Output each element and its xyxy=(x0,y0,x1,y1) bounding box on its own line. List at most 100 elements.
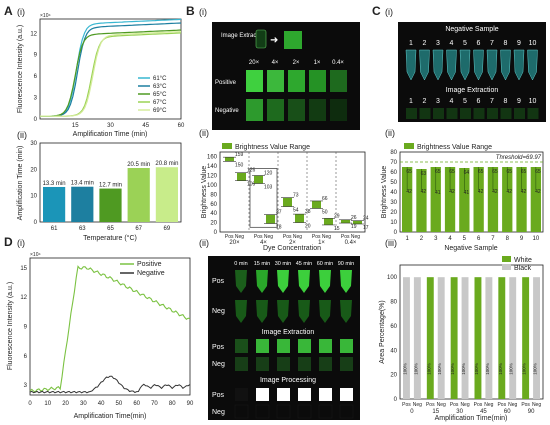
d-neg-tube xyxy=(277,300,289,323)
d-time-label: 15 min xyxy=(254,261,271,267)
c-tube xyxy=(432,49,444,81)
d-xtick: 80 xyxy=(169,401,176,407)
c-tube xyxy=(527,49,538,81)
d-stack-black xyxy=(413,277,421,399)
b-box-hi-label: 66 xyxy=(322,196,328,202)
d-stack-time: 60 xyxy=(504,409,511,415)
d-neg-tube xyxy=(235,300,247,323)
b-ytick: 80 xyxy=(210,192,217,198)
c-bar-hi-label: 65 xyxy=(521,169,527,175)
b-ytick: 120 xyxy=(207,174,218,180)
d-xtick: 60 xyxy=(133,401,140,407)
c-category: 1 xyxy=(405,236,409,242)
b-positive-label: Positive xyxy=(215,80,237,86)
a-bar-label: 12.7 min xyxy=(99,183,122,189)
d-stack-white xyxy=(522,277,530,399)
a-bar-category: 65 xyxy=(107,226,114,232)
a-bar xyxy=(99,188,122,222)
d-stack-white xyxy=(426,277,434,399)
b-negative-label: Negative xyxy=(215,108,239,114)
c-bar-lo-label: 42 xyxy=(421,189,427,195)
chart-d-exponent: ×10⁴ xyxy=(30,252,41,258)
c-category: 4 xyxy=(448,236,452,242)
a-curves-xtick: 45 xyxy=(142,123,149,129)
b-box xyxy=(266,214,275,224)
b-negative-cell xyxy=(288,99,305,121)
b-ytick: 40 xyxy=(210,211,217,217)
c-number-top: 3 xyxy=(436,40,440,47)
d-stack-posneg-label: Pos xyxy=(497,402,506,408)
d-pos-processed xyxy=(256,388,269,401)
a-curves-xtick: 30 xyxy=(107,123,114,129)
c-number-bottom: 10 xyxy=(529,98,537,105)
chart-a-bars-xlabel: Temperature (°C) xyxy=(83,234,137,242)
d-row-neg-label: Neg xyxy=(212,308,225,315)
a-curves-ytick: 9 xyxy=(34,53,38,59)
c-category: 5 xyxy=(463,236,467,242)
c-number-bottom: 8 xyxy=(504,98,508,105)
c-bar xyxy=(459,168,470,232)
d-pos-processed xyxy=(277,388,290,401)
b-dilution-label: 0.4× xyxy=(332,60,344,66)
b-extraction-patch xyxy=(284,31,302,49)
d-stack-legend-white-swatch xyxy=(502,256,511,262)
d-stack-pct-label: 100% xyxy=(485,363,490,375)
c-category: 3 xyxy=(434,236,438,242)
panel-d-images: Image Extraction Image Processing 0 min 1… xyxy=(208,256,360,420)
a-bar-label: 20.8 min xyxy=(155,161,178,167)
d-neg-extraction xyxy=(319,357,332,371)
b-box-lo-label: 17 xyxy=(363,225,369,231)
b-group-label: 1× xyxy=(318,240,325,246)
panel-b-images: Image Extraction ➜ Positive Negative 20×… xyxy=(212,22,360,130)
c-bar-hi-label: 65 xyxy=(492,169,498,175)
d-neg-processed xyxy=(339,404,354,419)
c-bar-hi-label: 63 xyxy=(421,171,427,177)
panel-label-d: D xyxy=(4,235,13,249)
b-group-label: 20× xyxy=(229,240,240,246)
chart-c-threshold-label: Threshold=69.97 xyxy=(496,155,542,161)
d-stack-posneg-label: Neg xyxy=(508,402,517,408)
d-stack-pct-label: 100% xyxy=(426,363,431,375)
d-ytick: 6 xyxy=(24,354,28,360)
chart-d-frame xyxy=(29,257,191,396)
b-box xyxy=(254,175,263,184)
d-xtick: 10 xyxy=(44,401,51,407)
d-xtick: 30 xyxy=(80,401,87,407)
a-legend-label: 61°C xyxy=(153,76,167,82)
b-positive-cell xyxy=(267,70,284,92)
a-curves-ytick: 12 xyxy=(30,31,37,37)
chart-a-bars: Amplification Time (min) Temperature (°C… xyxy=(17,141,182,242)
b-negative-cell xyxy=(309,99,326,121)
a-bar xyxy=(127,168,150,222)
d-pos-tube xyxy=(298,270,310,293)
b-box-hi-label: 73 xyxy=(293,193,299,199)
b-box-hi-label: 24 xyxy=(363,216,369,222)
b-negative-cell xyxy=(330,99,347,121)
d-stack-black xyxy=(509,277,517,399)
b-box-hi-label: 120 xyxy=(264,171,273,177)
chart-c-legend-label: Brightness Value Range xyxy=(417,144,492,151)
d-stack-posneg-label: Pos xyxy=(450,402,459,408)
d-neg-extraction xyxy=(340,357,353,371)
b-dilution-label: 4× xyxy=(272,60,279,66)
b-box-lo-label: 15 xyxy=(334,226,340,232)
d-pos-extraction xyxy=(340,339,353,353)
b-dilution-label: 2× xyxy=(293,60,300,66)
d-stack-posneg-label: Pos xyxy=(521,402,530,408)
d-stack-posneg-label: Neg xyxy=(437,402,446,408)
c-category: 2 xyxy=(420,236,424,242)
c-category: 8 xyxy=(506,236,510,242)
b-posneg-label: Pos Neg xyxy=(341,234,360,240)
c-ytick: 50 xyxy=(390,180,397,186)
b-negative-cell xyxy=(267,99,284,121)
d-stack-black xyxy=(485,277,493,399)
b-box-hi-label: 126 xyxy=(247,168,256,174)
d-stack-legend-black: Black xyxy=(514,265,532,272)
b-ytick: 160 xyxy=(207,155,218,161)
a-bar-category: 63 xyxy=(79,226,86,232)
d-stack-pct-label: 100% xyxy=(533,363,538,375)
chart-a-curves-ylabel: Fluorescence Intensity (a.u.) xyxy=(17,25,24,113)
c-bar xyxy=(444,167,456,232)
c-negative-title: Negative Sample xyxy=(445,26,498,33)
a-curve-63 xyxy=(40,22,182,117)
